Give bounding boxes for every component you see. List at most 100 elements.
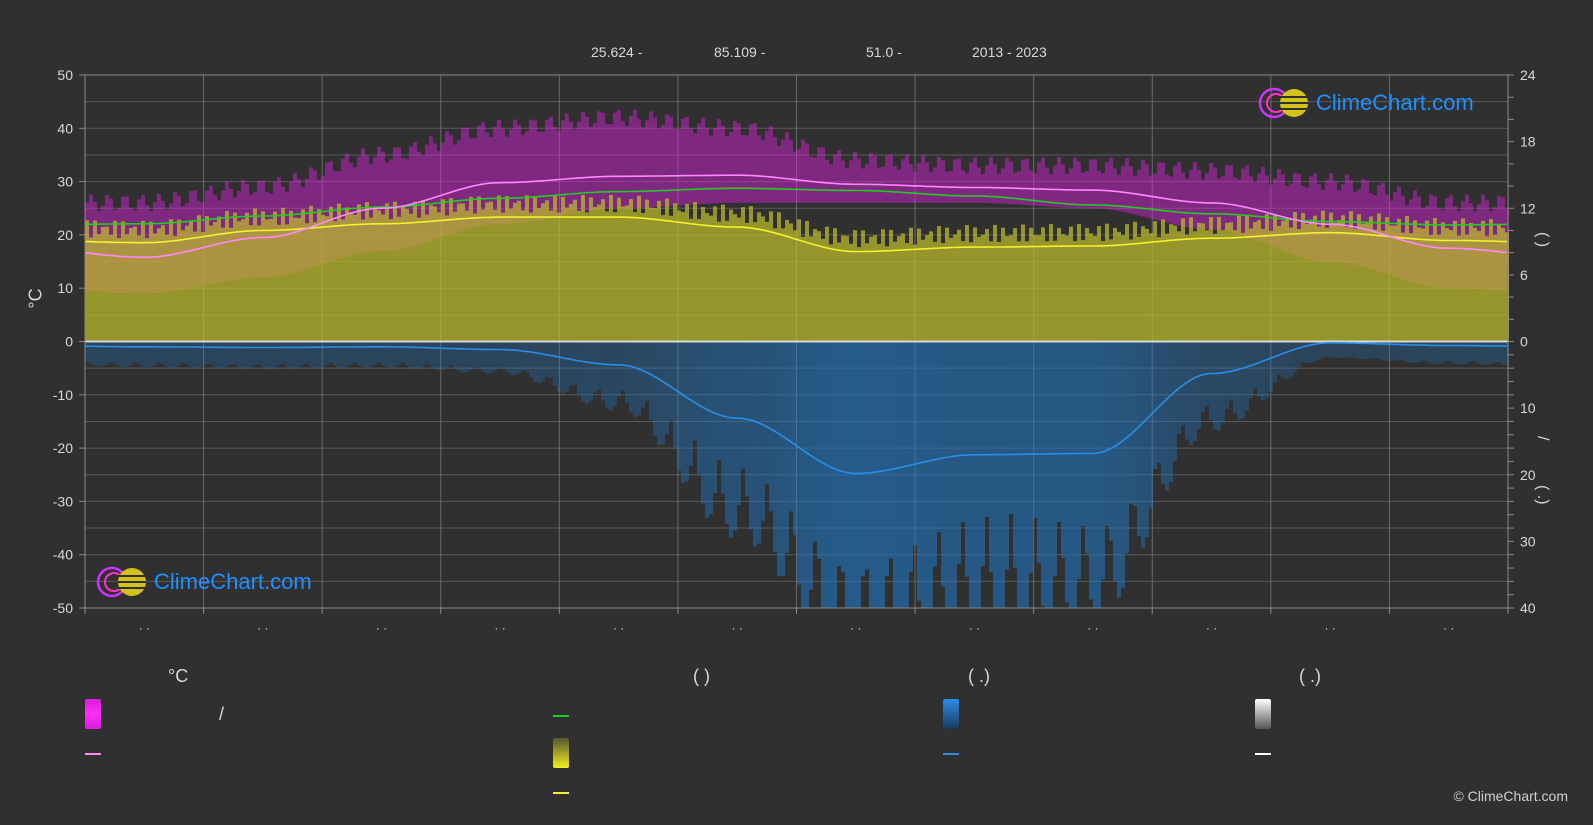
precip-strip [537, 341, 541, 383]
sunshine-strip [353, 214, 357, 342]
temp-range-strip [637, 119, 641, 208]
sunshine-strip [1425, 220, 1429, 342]
temp-range-strip [937, 156, 941, 203]
sunshine-strip [745, 222, 749, 342]
sunshine-strip [813, 228, 817, 342]
precip-strip [93, 341, 97, 366]
precip-strip [1297, 341, 1301, 368]
sunshine-strip [989, 241, 993, 342]
sunshine-strip [981, 234, 985, 342]
temp-range-strip [781, 139, 785, 203]
legend-snow-head: ( .) [1299, 666, 1321, 686]
sunshine-strip [1165, 233, 1169, 342]
temp-range-strip [981, 174, 985, 204]
temp-range-strip [541, 131, 545, 220]
sunshine-strip [1321, 210, 1325, 342]
temp-range-strip [1057, 157, 1061, 208]
temp-range-strip [1269, 184, 1273, 246]
sunshine-strip [905, 243, 909, 342]
precip-strip [301, 341, 305, 366]
sunshine-strip [785, 219, 789, 342]
temp-range-strip [697, 123, 701, 205]
temp-range-strip [809, 156, 813, 203]
temp-range-strip [957, 158, 961, 203]
precip-strip [933, 341, 937, 567]
precip-strip [1485, 341, 1489, 366]
sunshine-strip [821, 238, 825, 342]
temp-range-strip [1001, 168, 1005, 204]
temp-range-strip [585, 116, 589, 212]
sunshine-strip [205, 216, 209, 342]
temp-range-strip [561, 120, 565, 216]
legend-temp-mean-line [85, 753, 101, 755]
sunshine-strip [221, 227, 225, 342]
sunshine-strip [1013, 228, 1017, 342]
precip-strip [101, 341, 105, 367]
month-label: · · [969, 621, 980, 635]
sunshine-strip [1293, 211, 1297, 342]
sunshine-strip [305, 223, 309, 342]
sunshine-strip [1365, 222, 1369, 342]
sunshine-strip [285, 224, 289, 342]
temp-range-strip [437, 150, 441, 239]
temp-range-strip [577, 121, 581, 213]
precip-strip [273, 341, 277, 368]
precip-strip [1221, 341, 1225, 423]
sunshine-strip [1141, 226, 1145, 342]
legend-sunshine-line [553, 792, 569, 794]
temp-range-strip [1069, 168, 1073, 208]
sunshine-strip [1413, 220, 1417, 342]
sunshine-strip [297, 217, 301, 342]
temp-range-strip [1309, 176, 1313, 260]
precip-strip [201, 341, 205, 367]
sunshine-strip [269, 218, 273, 342]
temp-range-strip [381, 151, 385, 251]
precip-strip [217, 341, 221, 369]
precip-strip [1109, 341, 1113, 541]
precip-strip [773, 341, 777, 552]
temp-range-strip [1237, 179, 1241, 234]
precip-strip [837, 341, 841, 567]
temp-range-strip [517, 124, 521, 224]
sunshine-strip [1153, 221, 1157, 342]
precip-strip [1181, 341, 1185, 426]
precip-strip [665, 341, 669, 435]
precip-strip [1245, 341, 1249, 411]
sunshine-strip [793, 230, 797, 342]
sunshine-strip [1089, 233, 1093, 342]
precip-strip [1165, 341, 1169, 491]
precip-strip [1093, 341, 1097, 608]
temp-range-strip [1045, 167, 1049, 207]
precip-strip [789, 341, 793, 512]
sunshine-strip [949, 237, 953, 342]
logo-top[interactable]: ClimeChart.com [1258, 86, 1474, 120]
sunshine-strip [597, 204, 601, 342]
temp-range-strip [1181, 172, 1185, 227]
precip-strip [281, 341, 285, 365]
precip-strip [757, 341, 761, 544]
precip-strip [129, 341, 133, 366]
sunshine-strip [525, 195, 529, 342]
sunshine-strip [445, 215, 449, 342]
sunshine-strip [653, 208, 657, 342]
precip-strip [1305, 341, 1309, 364]
sunshine-strip [737, 217, 741, 342]
temp-range-strip [1121, 165, 1125, 212]
logo-bottom[interactable]: ClimeChart.com [96, 565, 312, 599]
sunshine-strip [1253, 222, 1257, 342]
precip-strip [249, 341, 253, 368]
sunshine-strip [517, 200, 521, 342]
precip-strip [669, 341, 673, 421]
precip-strip [1253, 341, 1257, 389]
sunshine-strip [233, 212, 237, 342]
precip-strip [1293, 341, 1297, 373]
temp-range-strip [1189, 169, 1193, 228]
precip-strip [1449, 341, 1453, 362]
temp-range-strip [325, 162, 329, 263]
sunshine-strip [149, 221, 153, 342]
temp-range-strip [1029, 170, 1033, 206]
sunshine-strip [1209, 216, 1213, 342]
temp-range-strip [801, 139, 805, 203]
temp-range-strip [1025, 159, 1029, 206]
precip-strip [89, 341, 93, 364]
